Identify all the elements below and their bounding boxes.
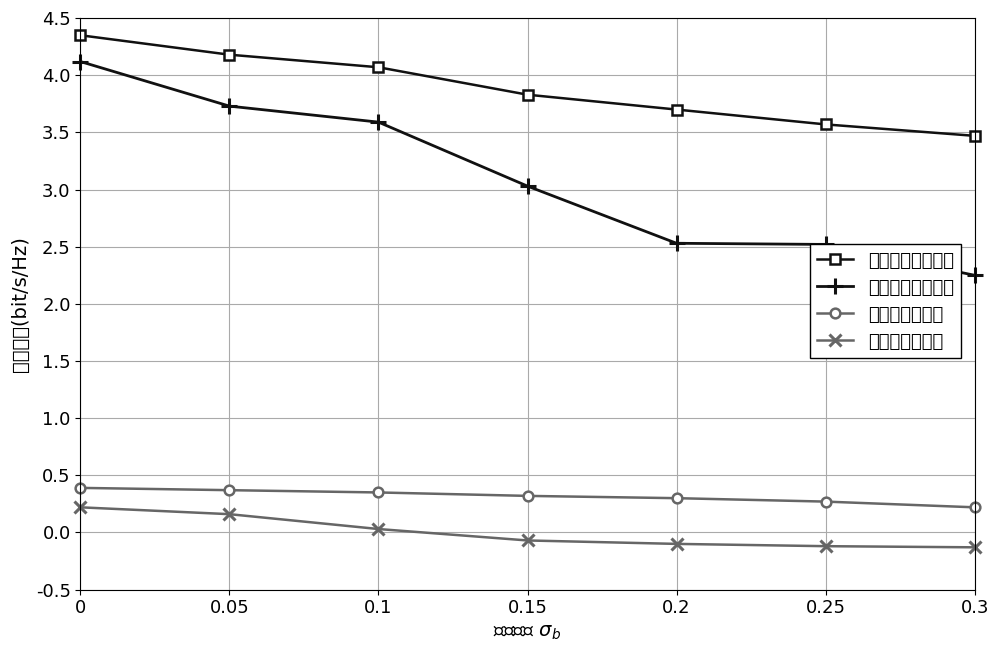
鲁棒一维波束赋形 [372, 118, 384, 126]
鲁棒二维波束赋形 [969, 132, 981, 140]
Line: 鲁棒二维波束赋形: 鲁棒二维波束赋形 [76, 31, 979, 140]
鲁棒一维波束赋形 [820, 240, 832, 248]
Legend: 鲁棒二维波束赋形, 鲁棒一维波束赋形, 非鲁棒波束赋形, 非安全波束赋形: 鲁棒二维波束赋形, 鲁棒一维波束赋形, 非鲁棒波束赋形, 非安全波束赋形 [810, 244, 961, 358]
非鲁棒波束赋形 [223, 486, 235, 494]
非安全波束赋形 [372, 525, 384, 533]
非安全波束赋形 [522, 537, 534, 545]
非安全波束赋形 [74, 503, 86, 511]
鲁棒二维波束赋形 [74, 31, 86, 39]
Line: 鲁棒一维波束赋形: 鲁棒一维波束赋形 [73, 54, 982, 283]
鲁棒二维波束赋形 [820, 121, 832, 129]
非鲁棒波束赋形 [969, 503, 981, 511]
鲁棒二维波束赋形 [223, 51, 235, 59]
非安全波束赋形 [671, 540, 683, 548]
非鲁棒波束赋形 [74, 484, 86, 492]
鲁棒一维波束赋形 [671, 240, 683, 247]
鲁棒一维波束赋形 [522, 182, 534, 190]
X-axis label: 信道误差 $\sigma_b$: 信道误差 $\sigma_b$ [493, 623, 562, 642]
鲁棒一维波束赋形 [223, 103, 235, 110]
非安全波束赋形 [820, 542, 832, 550]
非鲁棒波束赋形 [820, 498, 832, 505]
鲁棒二维波束赋形 [372, 63, 384, 71]
鲁棒一维波束赋形 [969, 272, 981, 279]
鲁棒一维波束赋形 [74, 57, 86, 65]
鲁棒二维波束赋形 [671, 106, 683, 114]
非鲁棒波束赋形 [522, 492, 534, 500]
Y-axis label: 安全速率(bit/s/Hz): 安全速率(bit/s/Hz) [11, 236, 30, 372]
非安全波束赋形 [969, 543, 981, 551]
非安全波束赋形 [223, 510, 235, 518]
Line: 非安全波束赋形: 非安全波束赋形 [75, 502, 980, 553]
非鲁棒波束赋形 [671, 494, 683, 502]
鲁棒二维波束赋形 [522, 91, 534, 99]
Line: 非鲁棒波束赋形: 非鲁棒波束赋形 [76, 483, 979, 512]
非鲁棒波束赋形 [372, 488, 384, 496]
